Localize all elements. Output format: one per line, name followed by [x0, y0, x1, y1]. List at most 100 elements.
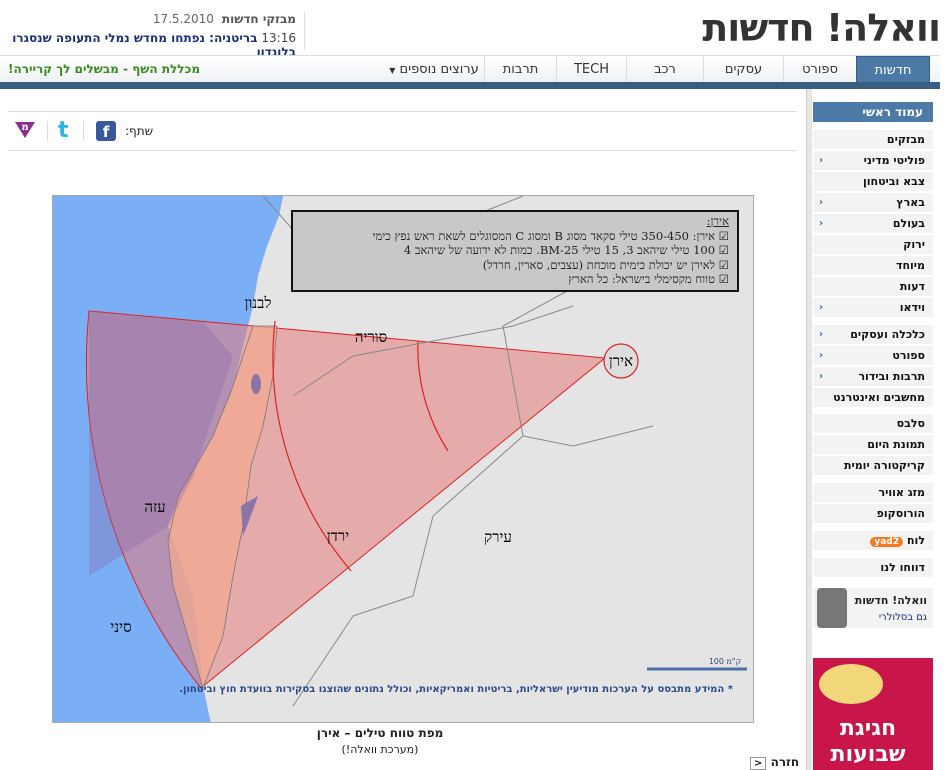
divider — [47, 121, 48, 141]
sidebar-item-label: מבזקים — [886, 133, 925, 146]
news-ticker: מבזקי חדשות17.5.2010 13:16בריטניה: נפתחו… — [0, 12, 305, 59]
share-bar — [8, 111, 797, 151]
label-iraq: עירק — [484, 528, 512, 546]
sidebar-item-label: לוח — [907, 534, 925, 547]
mobile-promo[interactable]: וואלה! חדשות גם בסלולרי — [813, 588, 933, 628]
twitter-icon[interactable]: t — [58, 118, 69, 143]
divider — [83, 121, 84, 141]
legend-line: ☑ לאירן יש יכולת כימית מוכחת (עצבים, סאר… — [482, 257, 729, 272]
sidebar-item-label: דעות — [899, 280, 925, 293]
sea-overlap — [89, 311, 233, 576]
map-footnote: * המידע מתבסס על הערכות מודיעין ישראליות… — [179, 684, 733, 695]
ticker-date: 17.5.2010 — [152, 12, 214, 26]
sidebar-item-label: מחשבים ואינטרנט — [833, 391, 925, 404]
dropdown-arrow-icon: ▼ — [389, 66, 396, 75]
tab-business[interactable]: עסקים — [703, 56, 783, 84]
tab-more-channels[interactable]: ערוצים נוספים ▼ — [384, 56, 484, 84]
sidebar-item-label: כלכלה ועסקים — [850, 328, 925, 341]
sidebar-item[interactable]: פוליטי מדיני ‹ — [813, 151, 933, 171]
sidebar-item[interactable]: ספורט ‹ — [813, 346, 933, 366]
scale-label: 100 ק"מ — [709, 657, 742, 666]
sidebar-divider — [806, 89, 812, 770]
range-arc — [272, 320, 352, 572]
main-nav: חדשות ספורט עסקים רכב TECH תרבות ערוצים … — [0, 55, 940, 84]
ticker-label[interactable]: מבזקי חדשות — [221, 12, 296, 26]
caption-title: מפת טווח טילים – אירן — [316, 726, 444, 740]
sidebar-item[interactable]: דווחו לנו — [813, 558, 933, 578]
legend-title: אירן: — [706, 214, 729, 228]
cheese-plate-image — [819, 664, 883, 704]
tab-culture[interactable]: תרבות — [484, 56, 556, 84]
tab-car[interactable]: רכב — [626, 56, 703, 84]
promo-link[interactable]: מכללת השף - מבשלים לך קריירה! — [8, 62, 201, 76]
red-sea — [188, 686, 211, 722]
back-button[interactable]: חזרה < — [750, 755, 800, 770]
sidebar-item[interactable]: קריקטורה יומית — [813, 456, 933, 476]
label-gaza: עזה — [144, 498, 165, 516]
sidebar-item[interactable]: צבא וביטחון — [813, 172, 933, 192]
sidebar-item[interactable]: מחשבים ואינטרנט — [813, 388, 933, 408]
sidebar-item-label: מזג אוויר — [878, 486, 925, 499]
label-lebanon: לבנון — [245, 294, 272, 312]
sidebar-item-label: צבא וביטחון — [862, 175, 925, 188]
iran-marker — [603, 343, 639, 379]
sidebar-item[interactable]: תמונת היום — [813, 435, 933, 455]
chevron-icon: ‹ — [819, 197, 824, 208]
mobile-sub: גם בסלולרי — [878, 612, 927, 623]
caption-credit: (מערכת וואלה!) — [341, 743, 419, 756]
sidebar-item-label: בעולם — [892, 217, 925, 230]
chevron-icon: ‹ — [819, 218, 824, 229]
share-label: שתף: — [125, 124, 154, 138]
chevron-icon: ‹ — [819, 371, 824, 382]
kinneret — [251, 374, 261, 394]
facebook-icon[interactable]: f — [96, 121, 116, 141]
walla-news-logo[interactable]: וואלה! חדשות — [702, 6, 941, 50]
shavuot-ad[interactable]: חגיגת שבועות — [813, 658, 933, 770]
sidebar-item[interactable]: לוח yad2 — [813, 531, 933, 551]
sidebar-item[interactable]: תרבות ובידור ‹ — [813, 367, 933, 387]
back-label: חזרה — [770, 755, 800, 769]
label-syria: סוריה — [355, 328, 387, 346]
tab-news[interactable]: חדשות — [856, 56, 930, 84]
chevron-icon: ‹ — [819, 350, 824, 361]
borders — [262, 196, 654, 707]
israel-shape — [167, 325, 278, 690]
map-legend: אירן: ☑ אירן: 350-450 טילי סקאד מסוג B ו… — [291, 210, 739, 292]
sidebar-item-label: הורוסקופ — [876, 507, 925, 520]
legend-line: ☑ אירן: 350-450 טילי סקאד מסוג B ומסוג C… — [372, 228, 729, 243]
missile-range-map: לבנון סוריה אירן עזה ירדן עירק סיני 100 … — [52, 195, 754, 723]
sidebar-item-label: ירוק — [903, 238, 925, 251]
sidebar-home[interactable]: עמוד ראשי — [813, 102, 933, 122]
tab-sport[interactable]: ספורט — [783, 56, 856, 84]
chevron-icon: ‹ — [819, 302, 824, 313]
chevron-left-icon: < — [750, 757, 767, 770]
sidebar-item-label: סלבס — [896, 417, 925, 430]
sidebar-item[interactable]: ירוק — [813, 235, 933, 255]
range-arc — [417, 340, 449, 452]
sidebar-item[interactable]: בעולם ‹ — [813, 214, 933, 234]
sidebar-item-label: קריקטורה יומית — [843, 459, 925, 472]
sidebar-item[interactable]: הורוסקופ — [813, 504, 933, 524]
yad2-logo-icon: yad2 — [870, 537, 903, 547]
sidebar-item[interactable]: סלבס — [813, 414, 933, 434]
sidebar-item-label: וידאו — [899, 301, 925, 314]
tab-tech[interactable]: TECH — [556, 56, 626, 84]
nav-underline — [0, 82, 940, 89]
sidebar-item[interactable]: וידאו ‹ — [813, 298, 933, 318]
sidebar-item[interactable]: מזג אוויר — [813, 483, 933, 503]
sidebar-item-label: תרבות ובידור — [858, 370, 925, 383]
chevron-icon: ‹ — [819, 329, 824, 340]
legend-line: ☑ טווח מקסימלי בישראל: כל הארץ — [568, 272, 729, 286]
chevron-icon: ‹ — [819, 155, 824, 166]
sidebar-item[interactable]: דעות — [813, 277, 933, 297]
sidebar-item[interactable]: מיוחד — [813, 256, 933, 276]
sidebar-item-label: תמונת היום — [867, 438, 925, 451]
sidebar-item[interactable]: בארץ ‹ — [813, 193, 933, 213]
map-caption: מפת טווח טילים – אירן (מערכת וואלה!) — [300, 726, 460, 756]
sidebar-item[interactable]: כלכלה ועסקים ‹ — [813, 325, 933, 345]
ad-text: חגיגת שבועות — [830, 716, 906, 767]
map-graphic: לבנון סוריה אירן עזה ירדן עירק סיני 100 … — [53, 196, 747, 722]
sidebar-item-label: מיוחד — [896, 259, 925, 272]
sidebar-item[interactable]: מבזקים — [813, 130, 933, 150]
label-jordan: ירדן — [327, 527, 349, 545]
